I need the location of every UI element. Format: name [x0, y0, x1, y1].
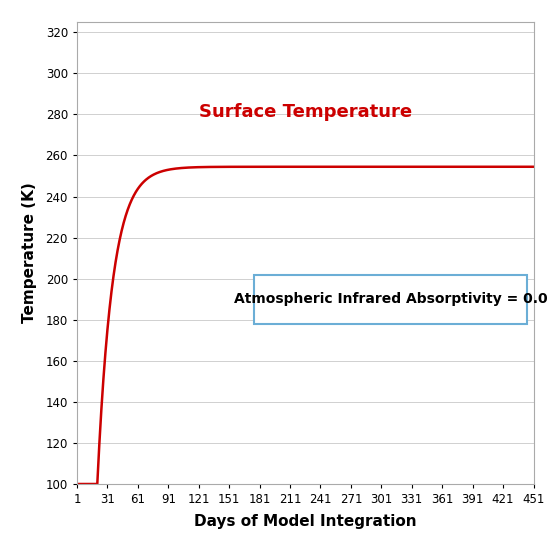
Y-axis label: Temperature (K): Temperature (K): [22, 183, 37, 323]
Text: Atmospheric Infrared Absorptivity = 0.0: Atmospheric Infrared Absorptivity = 0.0: [234, 292, 547, 306]
Text: Surface Temperature: Surface Temperature: [199, 103, 412, 122]
X-axis label: Days of Model Integration: Days of Model Integration: [194, 514, 416, 529]
FancyBboxPatch shape: [254, 274, 527, 324]
